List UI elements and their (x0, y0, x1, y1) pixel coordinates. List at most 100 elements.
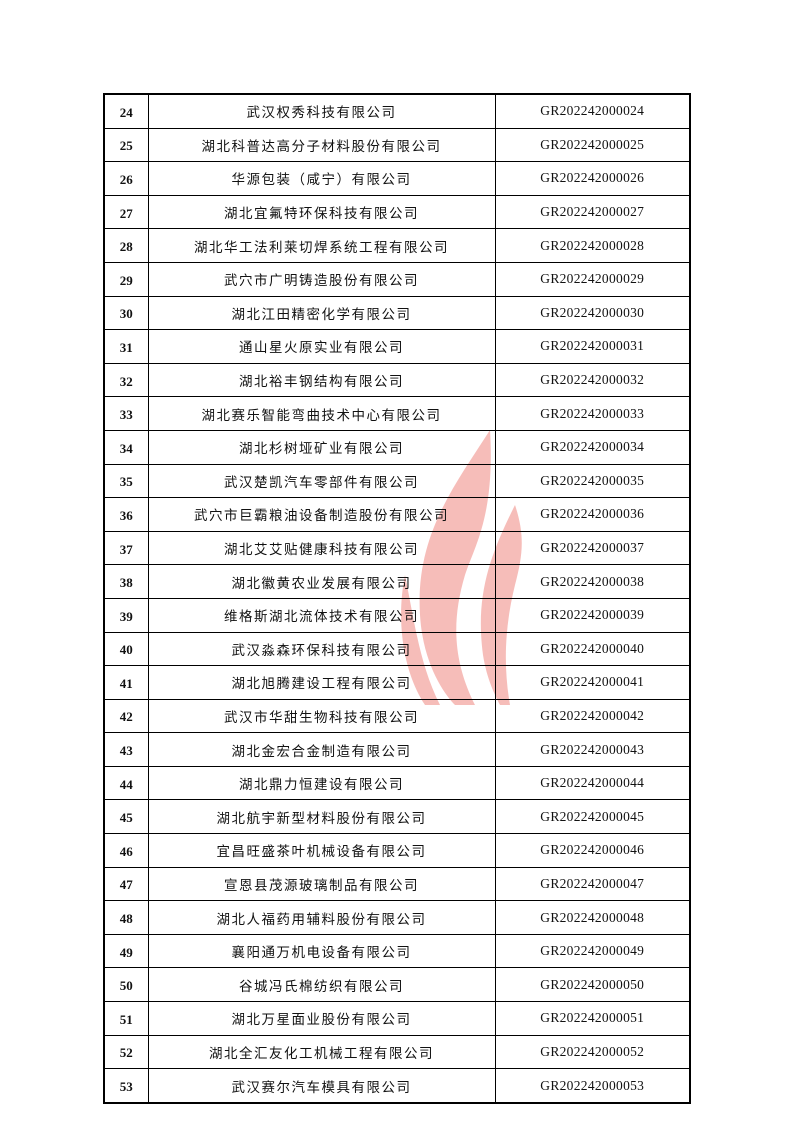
table-row: 39 维格斯湖北流体技术有限公司 GR202242000039 (103, 597, 691, 633)
table-row: 33 湖北赛乐智能弯曲技术中心有限公司 GR202242000033 (103, 396, 691, 431)
company-name: 湖北宜氟特环保科技有限公司 (147, 194, 496, 230)
company-name: 湖北鼎力恒建设有限公司 (147, 765, 496, 801)
certificate-code: GR202242000027 (494, 194, 691, 230)
company-name: 湖北徽黄农业发展有限公司 (147, 564, 496, 599)
table-row: 49 襄阳通万机电设备有限公司 GR202242000049 (103, 933, 691, 969)
company-name: 武汉权秀科技有限公司 (147, 93, 496, 129)
company-name: 宣恩县茂源玻璃制品有限公司 (147, 866, 496, 902)
table-row: 32 湖北裕丰钢结构有限公司 GR202242000032 (103, 362, 691, 398)
certificate-code: GR202242000043 (494, 732, 691, 767)
certificate-code: GR202242000040 (494, 631, 691, 667)
certificate-code: GR202242000045 (494, 799, 691, 835)
table-row: 52 湖北全汇友化工机械工程有限公司 GR202242000052 (103, 1034, 691, 1070)
certificate-code: GR202242000052 (494, 1034, 691, 1070)
certificate-code: GR202242000031 (494, 329, 691, 364)
row-number: 45 (103, 799, 149, 835)
company-name: 湖北人福药用辅料股份有限公司 (147, 900, 496, 935)
company-name: 湖北万星面业股份有限公司 (147, 1001, 496, 1036)
table-row: 31 通山星火原实业有限公司 GR202242000031 (103, 329, 691, 364)
company-name: 湖北艾艾贴健康科技有限公司 (147, 530, 496, 566)
row-number: 41 (103, 665, 149, 700)
company-name: 湖北旭腾建设工程有限公司 (147, 665, 496, 700)
table-row: 46 宜昌旺盛茶叶机械设备有限公司 GR202242000046 (103, 833, 691, 868)
certificate-code: GR202242000041 (494, 665, 691, 700)
table-row: 34 湖北杉树垭矿业有限公司 GR202242000034 (103, 429, 691, 465)
row-number: 33 (103, 396, 149, 431)
row-number: 30 (103, 295, 149, 331)
certificate-code: GR202242000032 (494, 362, 691, 398)
table-row: 38 湖北徽黄农业发展有限公司 GR202242000038 (103, 564, 691, 599)
table-row: 48 湖北人福药用辅料股份有限公司 GR202242000048 (103, 900, 691, 935)
certificate-code: GR202242000028 (494, 228, 691, 263)
table-row: 27 湖北宜氟特环保科技有限公司 GR202242000027 (103, 194, 691, 230)
certificate-code: GR202242000050 (494, 967, 691, 1003)
company-name: 华源包装（咸宁）有限公司 (147, 161, 496, 196)
certificate-code: GR202242000034 (494, 429, 691, 465)
row-number: 51 (103, 1001, 149, 1036)
certificate-code: GR202242000024 (494, 93, 691, 129)
certificate-code: GR202242000037 (494, 530, 691, 566)
row-number: 49 (103, 933, 149, 969)
row-number: 24 (103, 93, 149, 129)
company-name: 湖北江田精密化学有限公司 (147, 295, 496, 331)
row-number: 39 (103, 597, 149, 633)
table-row: 51 湖北万星面业股份有限公司 GR202242000051 (103, 1001, 691, 1036)
table-row: 37 湖北艾艾贴健康科技有限公司 GR202242000037 (103, 530, 691, 566)
company-name: 武汉赛尔汽车模具有限公司 (147, 1068, 496, 1104)
row-number: 40 (103, 631, 149, 667)
company-name: 湖北航宇新型材料股份有限公司 (147, 799, 496, 835)
table-row: 53 武汉赛尔汽车模具有限公司 GR202242000053 (103, 1068, 691, 1104)
company-name: 湖北华工法利莱切焊系统工程有限公司 (147, 228, 496, 263)
company-name: 武汉市华甜生物科技有限公司 (147, 698, 496, 734)
table-row: 40 武汉淼森环保科技有限公司 GR202242000040 (103, 631, 691, 667)
company-name: 武汉淼森环保科技有限公司 (147, 631, 496, 667)
company-name: 湖北科普达高分子材料股份有限公司 (147, 127, 496, 163)
table-row: 26 华源包装（咸宁）有限公司 GR202242000026 (103, 161, 691, 196)
certificate-code: GR202242000044 (494, 765, 691, 801)
row-number: 28 (103, 228, 149, 263)
certificate-code: GR202242000026 (494, 161, 691, 196)
table-row: 25 湖北科普达高分子材料股份有限公司 GR202242000025 (103, 127, 691, 163)
company-table: 24 武汉权秀科技有限公司 GR202242000024 25 湖北科普达高分子材料股份… (103, 93, 691, 1104)
table-row: 50 谷城冯氏棉纺织有限公司 GR202242000050 (103, 967, 691, 1003)
company-name: 湖北金宏合金制造有限公司 (147, 732, 496, 767)
certificate-code: GR202242000039 (494, 597, 691, 633)
table-row: 42 武汉市华甜生物科技有限公司 GR202242000042 (103, 698, 691, 734)
table-row: 24 武汉权秀科技有限公司 GR202242000024 (103, 93, 691, 129)
company-name: 维格斯湖北流体技术有限公司 (147, 597, 496, 633)
row-number: 36 (103, 497, 149, 532)
row-number: 46 (103, 833, 149, 868)
certificate-code: GR202242000033 (494, 396, 691, 431)
table-row: 41 湖北旭腾建设工程有限公司 GR202242000041 (103, 665, 691, 700)
company-name: 湖北赛乐智能弯曲技术中心有限公司 (147, 396, 496, 431)
row-number: 48 (103, 900, 149, 935)
certificate-code: GR202242000053 (494, 1068, 691, 1104)
table-row: 44 湖北鼎力恒建设有限公司 GR202242000044 (103, 765, 691, 801)
table-row: 45 湖北航宇新型材料股份有限公司 GR202242000045 (103, 799, 691, 835)
company-name: 湖北杉树垭矿业有限公司 (147, 429, 496, 465)
company-name: 襄阳通万机电设备有限公司 (147, 933, 496, 969)
company-name: 武汉楚凯汽车零部件有限公司 (147, 463, 496, 499)
company-name: 武穴市巨霸粮油设备制造股份有限公司 (147, 497, 496, 532)
row-number: 52 (103, 1034, 149, 1070)
row-number: 42 (103, 698, 149, 734)
row-number: 43 (103, 732, 149, 767)
certificate-code: GR202242000049 (494, 933, 691, 969)
company-name: 武穴市广明铸造股份有限公司 (147, 261, 496, 297)
certificate-code: GR202242000025 (494, 127, 691, 163)
certificate-code: GR202242000051 (494, 1001, 691, 1036)
certificate-code: GR202242000036 (494, 497, 691, 532)
company-name: 通山星火原实业有限公司 (147, 329, 496, 364)
row-number: 27 (103, 194, 149, 230)
row-number: 47 (103, 866, 149, 902)
row-number: 50 (103, 967, 149, 1003)
row-number: 31 (103, 329, 149, 364)
company-name: 湖北全汇友化工机械工程有限公司 (147, 1034, 496, 1070)
company-name: 湖北裕丰钢结构有限公司 (147, 362, 496, 398)
row-number: 34 (103, 429, 149, 465)
certificate-code: GR202242000038 (494, 564, 691, 599)
table-row: 35 武汉楚凯汽车零部件有限公司 GR202242000035 (103, 463, 691, 499)
certificate-code: GR202242000030 (494, 295, 691, 331)
certificate-code: GR202242000035 (494, 463, 691, 499)
company-name: 宜昌旺盛茶叶机械设备有限公司 (147, 833, 496, 868)
